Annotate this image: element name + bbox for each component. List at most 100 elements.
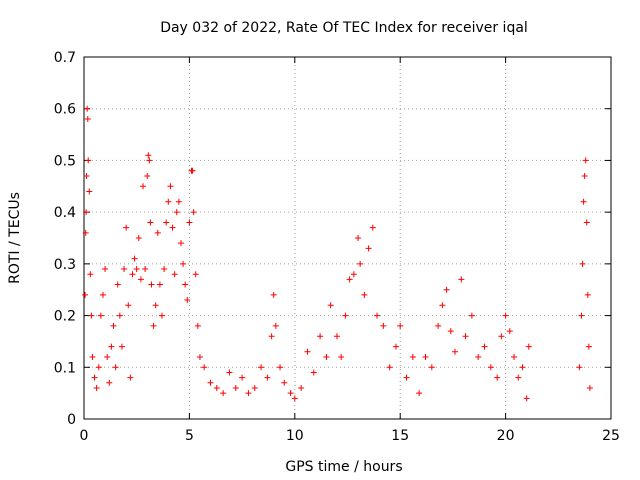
data-point [148, 281, 155, 288]
data-point [357, 260, 364, 267]
data-point [511, 353, 518, 360]
data-point [129, 271, 136, 278]
data-point [338, 353, 345, 360]
data-point [380, 322, 387, 329]
data-point [123, 224, 130, 231]
x-tick-label: 0 [80, 428, 89, 444]
data-point [578, 312, 585, 319]
data-point [165, 198, 172, 205]
data-point [403, 374, 410, 381]
data-point [186, 219, 193, 226]
data-point [84, 105, 91, 112]
data-point [169, 224, 176, 231]
data-point [194, 322, 201, 329]
data-point [323, 353, 330, 360]
data-point [190, 209, 197, 216]
data-point [226, 369, 233, 376]
data-point [189, 167, 196, 174]
data-point [232, 384, 239, 391]
x-tick-label: 25 [602, 428, 620, 444]
data-point [87, 271, 94, 278]
data-point [264, 374, 271, 381]
data-point [118, 343, 125, 350]
data-point [245, 390, 252, 397]
data-point [125, 302, 132, 309]
data-point [346, 276, 353, 283]
data-point [184, 297, 191, 304]
x-tick-label: 15 [391, 428, 409, 444]
data-point [525, 343, 532, 350]
data-point [167, 183, 174, 190]
data-point [102, 266, 109, 273]
data-point [494, 374, 501, 381]
data-point [201, 364, 208, 371]
data-point [355, 235, 362, 241]
data-point [582, 157, 589, 164]
y-tick-label: 0.4 [54, 205, 76, 221]
data-point [416, 390, 423, 397]
data-point [468, 312, 475, 319]
data-point [150, 322, 157, 329]
data-point [127, 374, 134, 381]
data-point [158, 312, 165, 319]
data-point [281, 379, 288, 386]
y-tick-label: 0.1 [54, 360, 76, 376]
data-point [447, 328, 454, 335]
data-point [135, 235, 142, 241]
data-point [220, 390, 227, 397]
data-point [458, 276, 465, 283]
data-point [268, 333, 275, 340]
data-point [154, 229, 161, 236]
x-tick-label: 10 [286, 428, 304, 444]
data-point [146, 157, 153, 164]
data-point [581, 172, 588, 179]
data-point [84, 116, 91, 123]
data-point [83, 172, 90, 179]
data-point [452, 348, 459, 355]
data-point [88, 312, 95, 319]
data-point [182, 281, 189, 288]
data-point [342, 312, 349, 319]
data-point [213, 384, 220, 391]
data-point [95, 364, 102, 371]
data-point [147, 219, 154, 226]
data-point [97, 312, 104, 319]
data-point [502, 312, 509, 319]
data-point [175, 198, 182, 205]
data-point [177, 240, 184, 247]
data-point [519, 364, 526, 371]
x-axis-label: GPS time / hours [285, 459, 402, 475]
data-point [317, 333, 324, 340]
data-point [350, 271, 357, 278]
data-point [304, 348, 311, 355]
data-point [361, 291, 368, 298]
data-point [291, 395, 298, 402]
data-point [487, 364, 494, 371]
data-point [409, 353, 416, 360]
data-point [145, 152, 152, 159]
data-point [298, 384, 305, 391]
data-point [161, 266, 168, 273]
data-point [272, 322, 279, 329]
data-point [428, 364, 435, 371]
data-point [287, 390, 294, 397]
data-point [583, 219, 590, 226]
data-point [82, 229, 89, 236]
data-point [114, 281, 121, 288]
data-point [121, 266, 128, 273]
y-axis-label: ROTI / TECUs [7, 192, 23, 284]
data-point [192, 271, 199, 278]
chart-title: Day 032 of 2022, Rate Of TEC Index for r… [160, 20, 528, 36]
y-tick-label: 0.6 [54, 102, 76, 118]
axis-ticks: 0 5 10 15 20 25 0 0.1 0.2 0.3 0.4 0.5 0.6 0.7 [54, 50, 620, 444]
data-point [435, 322, 442, 329]
data-point [133, 266, 140, 273]
data-point [239, 374, 246, 381]
data-point [439, 302, 446, 309]
y-tick-label: 0.2 [54, 309, 76, 325]
data-point [585, 343, 592, 350]
y-tick-label: 0.7 [54, 50, 76, 66]
data-point [576, 364, 583, 371]
grid-lines [84, 57, 611, 419]
